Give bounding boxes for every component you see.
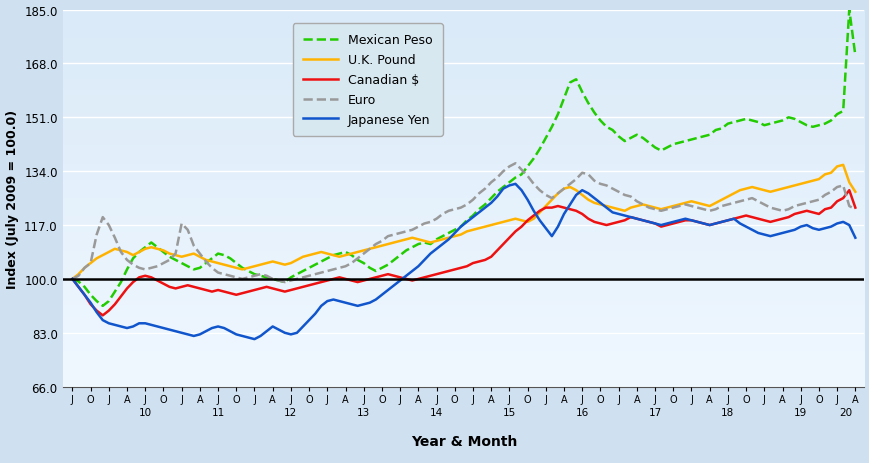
Japanese Yen bbox=[849, 235, 859, 241]
Euro bbox=[480, 187, 490, 192]
Euro bbox=[655, 208, 666, 214]
Mexican Peso bbox=[285, 275, 295, 281]
Japanese Yen bbox=[509, 181, 520, 187]
Canadian $ bbox=[649, 221, 660, 227]
U.K. Pound bbox=[582, 198, 593, 203]
U.K. Pound bbox=[680, 200, 690, 206]
Euro bbox=[279, 280, 289, 285]
Euro bbox=[67, 276, 77, 282]
U.K. Pound bbox=[401, 237, 411, 243]
Line: Japanese Yen: Japanese Yen bbox=[72, 184, 854, 339]
Euro bbox=[849, 207, 859, 213]
Canadian $ bbox=[67, 276, 77, 282]
Canadian $ bbox=[285, 288, 295, 293]
Japanese Yen bbox=[480, 206, 490, 211]
X-axis label: Year & Month: Year & Month bbox=[410, 434, 516, 448]
Mexican Peso bbox=[843, 8, 853, 13]
Japanese Yen bbox=[594, 200, 605, 206]
Canadian $ bbox=[480, 257, 490, 263]
Mexican Peso bbox=[67, 276, 77, 282]
Mexican Peso bbox=[649, 145, 660, 151]
Euro bbox=[692, 206, 702, 211]
U.K. Pound bbox=[643, 204, 653, 209]
Canadian $ bbox=[407, 278, 417, 284]
Mexican Peso bbox=[849, 54, 859, 59]
Line: U.K. Pound: U.K. Pound bbox=[72, 165, 854, 279]
U.K. Pound bbox=[849, 189, 859, 195]
U.K. Pound bbox=[279, 263, 289, 268]
U.K. Pound bbox=[474, 226, 484, 232]
Euro bbox=[285, 278, 295, 284]
Japanese Yen bbox=[285, 332, 295, 338]
Canadian $ bbox=[588, 219, 599, 225]
Line: Canadian $: Canadian $ bbox=[72, 191, 854, 316]
Y-axis label: Index (July 2009 = 100.0): Index (July 2009 = 100.0) bbox=[5, 109, 18, 288]
Legend: Mexican Peso, U.K. Pound, Canadian $, Euro, Japanese Yen: Mexican Peso, U.K. Pound, Canadian $, Eu… bbox=[293, 24, 442, 137]
Euro bbox=[594, 181, 605, 187]
U.K. Pound bbox=[837, 163, 847, 168]
Japanese Yen bbox=[407, 269, 417, 274]
Canadian $ bbox=[97, 313, 108, 319]
Canadian $ bbox=[849, 206, 859, 211]
Canadian $ bbox=[686, 218, 696, 224]
Mexican Peso bbox=[480, 202, 490, 208]
Japanese Yen bbox=[249, 337, 260, 342]
Mexican Peso bbox=[407, 245, 417, 250]
Japanese Yen bbox=[67, 276, 77, 282]
Japanese Yen bbox=[692, 219, 702, 225]
Mexican Peso bbox=[686, 138, 696, 143]
Line: Euro: Euro bbox=[72, 164, 854, 282]
Canadian $ bbox=[843, 188, 853, 194]
U.K. Pound bbox=[67, 276, 77, 282]
Line: Mexican Peso: Mexican Peso bbox=[72, 11, 854, 306]
Mexican Peso bbox=[588, 111, 599, 116]
Japanese Yen bbox=[655, 223, 666, 228]
Euro bbox=[407, 227, 417, 233]
Mexican Peso bbox=[97, 303, 108, 309]
Euro bbox=[509, 161, 520, 167]
